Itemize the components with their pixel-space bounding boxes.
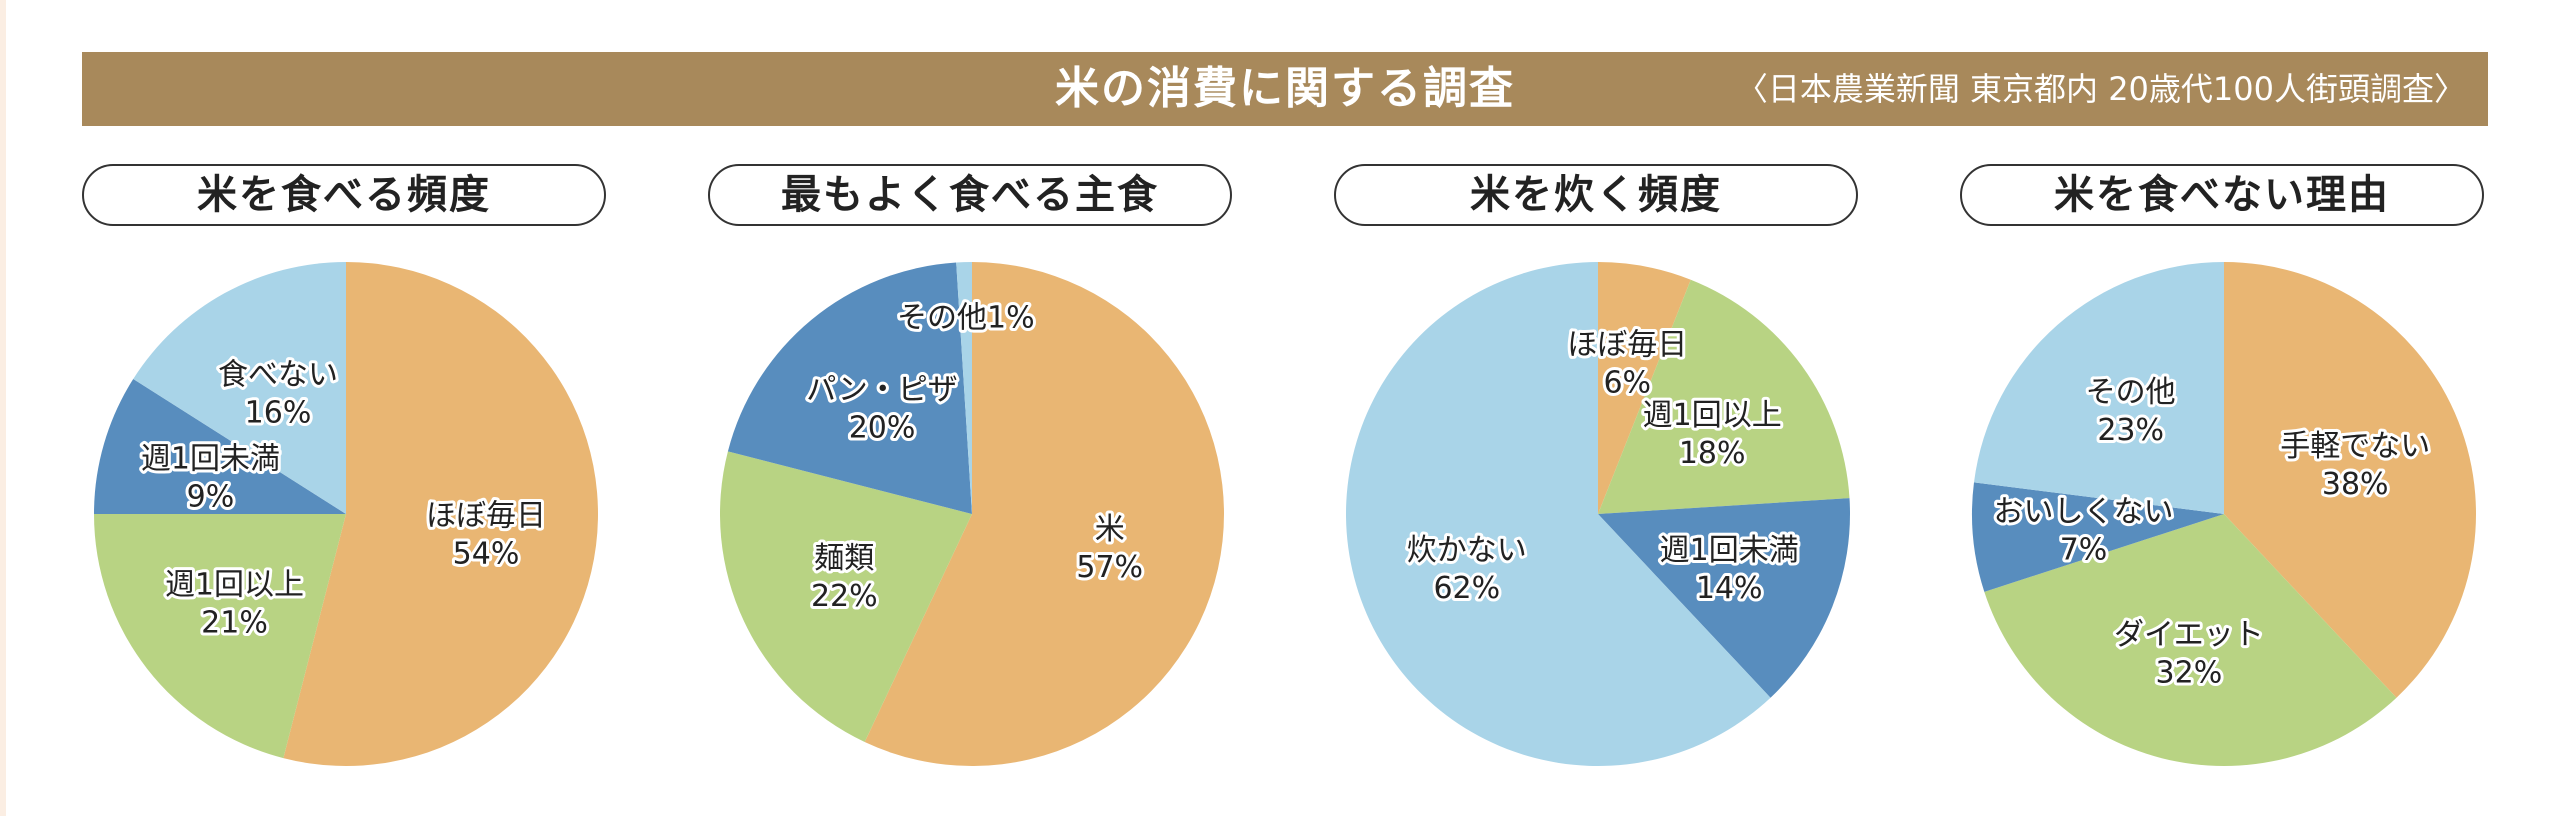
slice-value-label: 22% <box>811 579 878 614</box>
left-edge-strip <box>0 0 6 816</box>
pie-slice <box>94 514 346 759</box>
slice-label: 米 57% <box>1076 512 1143 585</box>
pie-slice <box>864 262 1224 766</box>
slice-value-label: 9% <box>187 480 235 515</box>
pie-slice <box>1598 279 1850 514</box>
survey-source: 〈日本農業新聞 東京都内 20歳代100人街頭調査〉 <box>1735 70 2466 108</box>
slice-label: 手軽でない 38% <box>2280 429 2430 502</box>
slice-value-label: 38% <box>2322 467 2389 502</box>
pie-chart-main-staple: 米 57% 麺類 22% パン・ピザ 20% その他1% <box>720 262 1224 766</box>
slice-label: おいしくない 7% <box>1994 494 2174 567</box>
slice-label: ほぼ毎日 54% <box>426 499 546 572</box>
slice-category-label: ほぼ毎日 <box>426 499 546 534</box>
pie-slice <box>1598 498 1850 698</box>
slice-label: 週1回未満 9% <box>141 442 280 515</box>
slice-category-label: ダイエット <box>2114 618 2264 653</box>
pie-slice <box>1984 514 2397 766</box>
pie-slice <box>720 451 972 743</box>
pie-slice <box>2224 262 2476 698</box>
slice-label: 麺類 22% <box>811 541 878 614</box>
pie-slice <box>133 262 346 514</box>
slice-value-label: 18% <box>1679 436 1746 471</box>
slice-category-label: パン・ピザ <box>806 372 958 407</box>
pie-slice <box>956 262 972 514</box>
slice-value-label: 14% <box>1696 571 1763 606</box>
pie-chart-reasons-not-eating-rice: 手軽でない 38% ダイエット 32% おいしくない 7% その他 23% <box>1972 262 2476 766</box>
slice-label: ダイエット 32% <box>2114 618 2264 691</box>
slice-label: 週1回未満 14% <box>1660 533 1799 606</box>
slice-category-label: 炊かない <box>1407 533 1527 568</box>
slice-label: 食べない 16% <box>218 357 338 430</box>
slice-category-label: 週1回以上 <box>165 567 304 602</box>
slice-category-label: その他 <box>2086 375 2176 410</box>
chart-title-reasons-not-eating-rice: 米を食べない理由 <box>1960 164 2484 226</box>
slice-value-label: 7% <box>2060 532 2108 567</box>
slice-category-label: 週1回以上 <box>1643 398 1782 433</box>
slice-category-label: 麺類 <box>814 541 874 576</box>
slice-value-label: 57% <box>1076 550 1143 585</box>
slice-label: その他 23% <box>2086 375 2176 448</box>
slice-value-label: 54% <box>453 537 520 572</box>
slice-label: その他1% <box>897 301 1035 336</box>
chart-title-rice-cooking-frequency: 米を炊く頻度 <box>1334 164 1858 226</box>
pie-slice <box>94 378 346 514</box>
slice-label: 週1回以上 21% <box>165 567 304 640</box>
pie-chart-rice-eating-frequency: ほぼ毎日 54% 週1回以上 21% 週1回未満 9% 食べない 16% <box>94 262 598 766</box>
slice-value-label: 21% <box>201 605 268 640</box>
slice-label: パン・ピザ 20% <box>806 372 958 445</box>
slice-value-label: 23% <box>2097 413 2164 448</box>
slice-label: 炊かない 62% <box>1407 533 1527 606</box>
pie-slice <box>1972 482 2224 592</box>
slice-category-label: 食べない <box>218 357 338 392</box>
slice-category-label: 米 <box>1095 512 1125 547</box>
slice-value-label: 6% <box>1603 366 1651 401</box>
slice-category-label: 週1回未満 <box>1660 533 1799 568</box>
pie-slice <box>283 262 598 766</box>
slice-label: ほぼ毎日 6% <box>1567 328 1687 401</box>
pie-slice <box>1598 262 1691 514</box>
slice-value-label: 16% <box>245 395 312 430</box>
slice-category-label: おいしくない <box>1994 494 2174 529</box>
chart-title-rice-eating-frequency: 米を食べる頻度 <box>82 164 606 226</box>
slice-category-label: ほぼ毎日 <box>1567 328 1687 363</box>
slice-value-label: 32% <box>2156 656 2223 691</box>
slice-value-label: 62% <box>1433 571 1500 606</box>
slice-category-label: 週1回未満 <box>141 442 280 477</box>
slice-value-label: 20% <box>849 410 916 445</box>
slice-label: 週1回以上 18% <box>1643 398 1782 471</box>
chart-title-main-staple: 最もよく食べる主食 <box>708 164 1232 226</box>
slice-category-label: 手軽でない <box>2280 429 2430 464</box>
title-bar: 米の消費に関する調査 〈日本農業新聞 東京都内 20歳代100人街頭調査〉 <box>82 52 2488 126</box>
pie-slice <box>727 262 972 514</box>
pie-chart-rice-cooking-frequency: ほぼ毎日 6%週1回以上 18% 週1回未満 14% 炊かない 62% <box>1346 262 1850 766</box>
pie-slice <box>1346 262 1771 766</box>
page-title: 米の消費に関する調査 <box>1055 63 1515 114</box>
pie-slice <box>1973 262 2224 514</box>
